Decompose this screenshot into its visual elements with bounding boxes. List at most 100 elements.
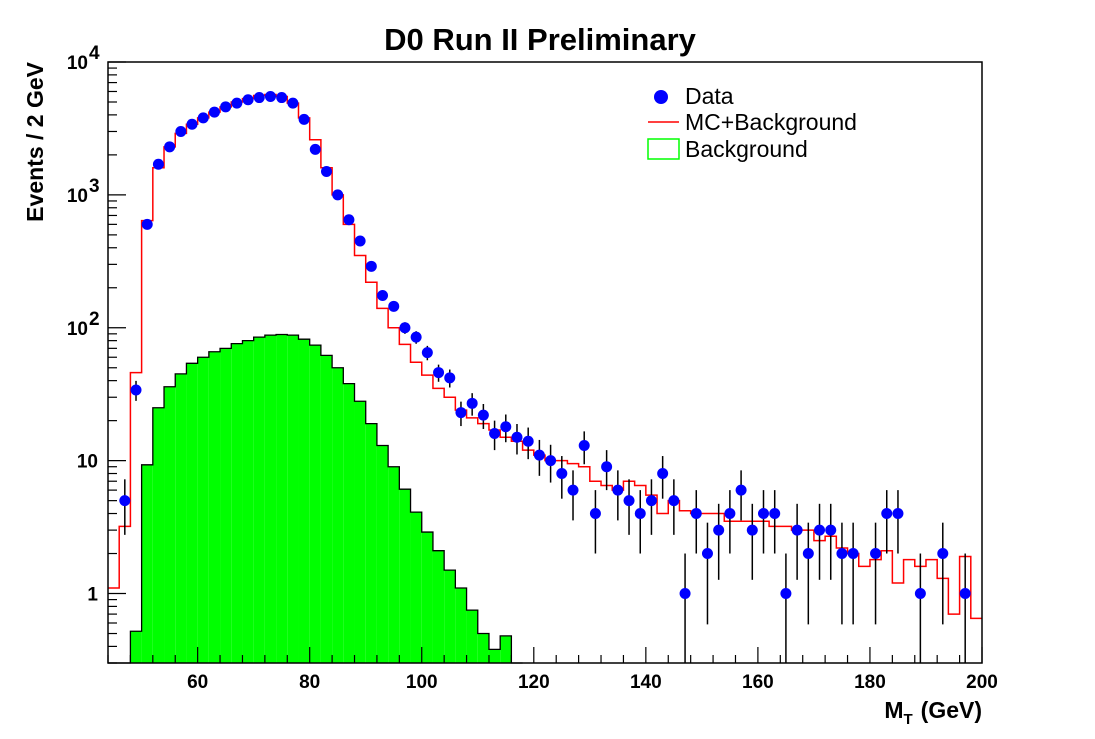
x-tick-label: 180: [854, 672, 886, 693]
background-bin: [376, 445, 389, 663]
data-marker: [276, 92, 288, 104]
data-marker: [870, 548, 882, 560]
data-point: [343, 214, 355, 226]
data-point: [847, 522, 859, 625]
data-point: [758, 490, 769, 554]
background-bin: [421, 532, 433, 663]
data-point: [500, 414, 512, 443]
background-bin: [175, 373, 187, 663]
data-point: [119, 479, 131, 535]
background-bin: [500, 635, 512, 663]
data-marker: [657, 468, 669, 480]
data-marker: [489, 428, 501, 440]
data-point: [365, 260, 377, 272]
data-point: [220, 101, 232, 113]
data-point: [601, 450, 613, 491]
background-bin: [332, 367, 344, 663]
y-tick-label: 10: [67, 319, 88, 340]
data-marker: [466, 397, 478, 409]
data-point: [724, 490, 736, 554]
background-bin: [186, 363, 198, 663]
data-marker: [679, 588, 691, 600]
data-marker: [735, 484, 747, 496]
data-point: [870, 522, 882, 625]
y-tick-exponent: 3: [89, 176, 100, 197]
legend-data-marker: [654, 90, 668, 104]
x-tick-label: 60: [187, 672, 208, 693]
data-point: [701, 522, 713, 625]
data-point: [164, 141, 176, 153]
data-marker: [164, 141, 176, 153]
data-marker: [533, 449, 545, 461]
background-bin: [466, 610, 478, 663]
y-axis-label: Events / 2 GeV: [22, 61, 48, 221]
data-point: [780, 553, 792, 663]
background-bin: [455, 588, 467, 663]
data-marker: [343, 214, 355, 226]
data-point: [814, 503, 826, 580]
data-marker: [601, 461, 613, 473]
data-marker: [444, 372, 456, 384]
data-point: [186, 118, 198, 130]
data-marker: [758, 508, 769, 520]
data-point: [287, 97, 299, 109]
data-point: [276, 92, 288, 104]
data-marker: [433, 367, 445, 379]
background-bin: [477, 633, 489, 663]
background-bin: [444, 570, 456, 663]
data-marker: [724, 508, 736, 520]
data-marker: [959, 588, 971, 600]
data-marker: [836, 548, 848, 560]
data-points: [119, 91, 971, 663]
data-point: [668, 479, 680, 535]
data-marker: [881, 508, 893, 520]
data-point: [332, 189, 344, 201]
data-point: [836, 522, 848, 625]
data-marker: [668, 495, 680, 507]
x-tick-label: 100: [406, 672, 438, 693]
data-point: [231, 97, 243, 109]
data-marker: [511, 431, 523, 443]
background-bin: [388, 466, 400, 663]
data-marker: [892, 508, 904, 520]
data-marker: [690, 508, 702, 520]
data-marker: [556, 468, 568, 480]
x-axis-label: MT (GeV): [884, 697, 982, 728]
x-axis-label-subscript: T: [903, 711, 912, 728]
x-axis-label-main: M: [884, 697, 903, 723]
data-point: [533, 439, 545, 476]
data-point: [746, 503, 758, 580]
legend-background-label: Background: [685, 136, 808, 162]
data-point: [321, 165, 332, 177]
data-point: [298, 113, 310, 125]
data-point: [208, 106, 220, 118]
data-marker: [119, 495, 131, 507]
data-point: [937, 522, 949, 625]
data-marker: [589, 508, 601, 520]
data-point: [197, 112, 209, 124]
data-marker: [746, 524, 758, 536]
data-point: [634, 490, 646, 554]
data-marker: [455, 407, 467, 419]
data-marker: [645, 495, 657, 507]
data-point: [466, 393, 478, 416]
data-marker: [152, 158, 164, 170]
data-point: [545, 444, 557, 483]
data-point: [433, 364, 445, 382]
x-axis-label-unit: (GeV): [921, 697, 982, 723]
data-point: [690, 490, 702, 554]
data-point: [713, 503, 725, 580]
data-point: [455, 401, 467, 427]
x-tick-label: 200: [966, 672, 998, 693]
background-bin: [410, 512, 422, 663]
data-point: [567, 470, 579, 521]
data-marker: [220, 101, 232, 113]
data-marker: [264, 91, 276, 103]
data-point: [399, 322, 411, 334]
data-point: [410, 331, 422, 344]
data-marker: [802, 548, 814, 560]
data-point: [152, 158, 164, 170]
data-marker: [242, 94, 254, 106]
data-point: [141, 218, 153, 230]
